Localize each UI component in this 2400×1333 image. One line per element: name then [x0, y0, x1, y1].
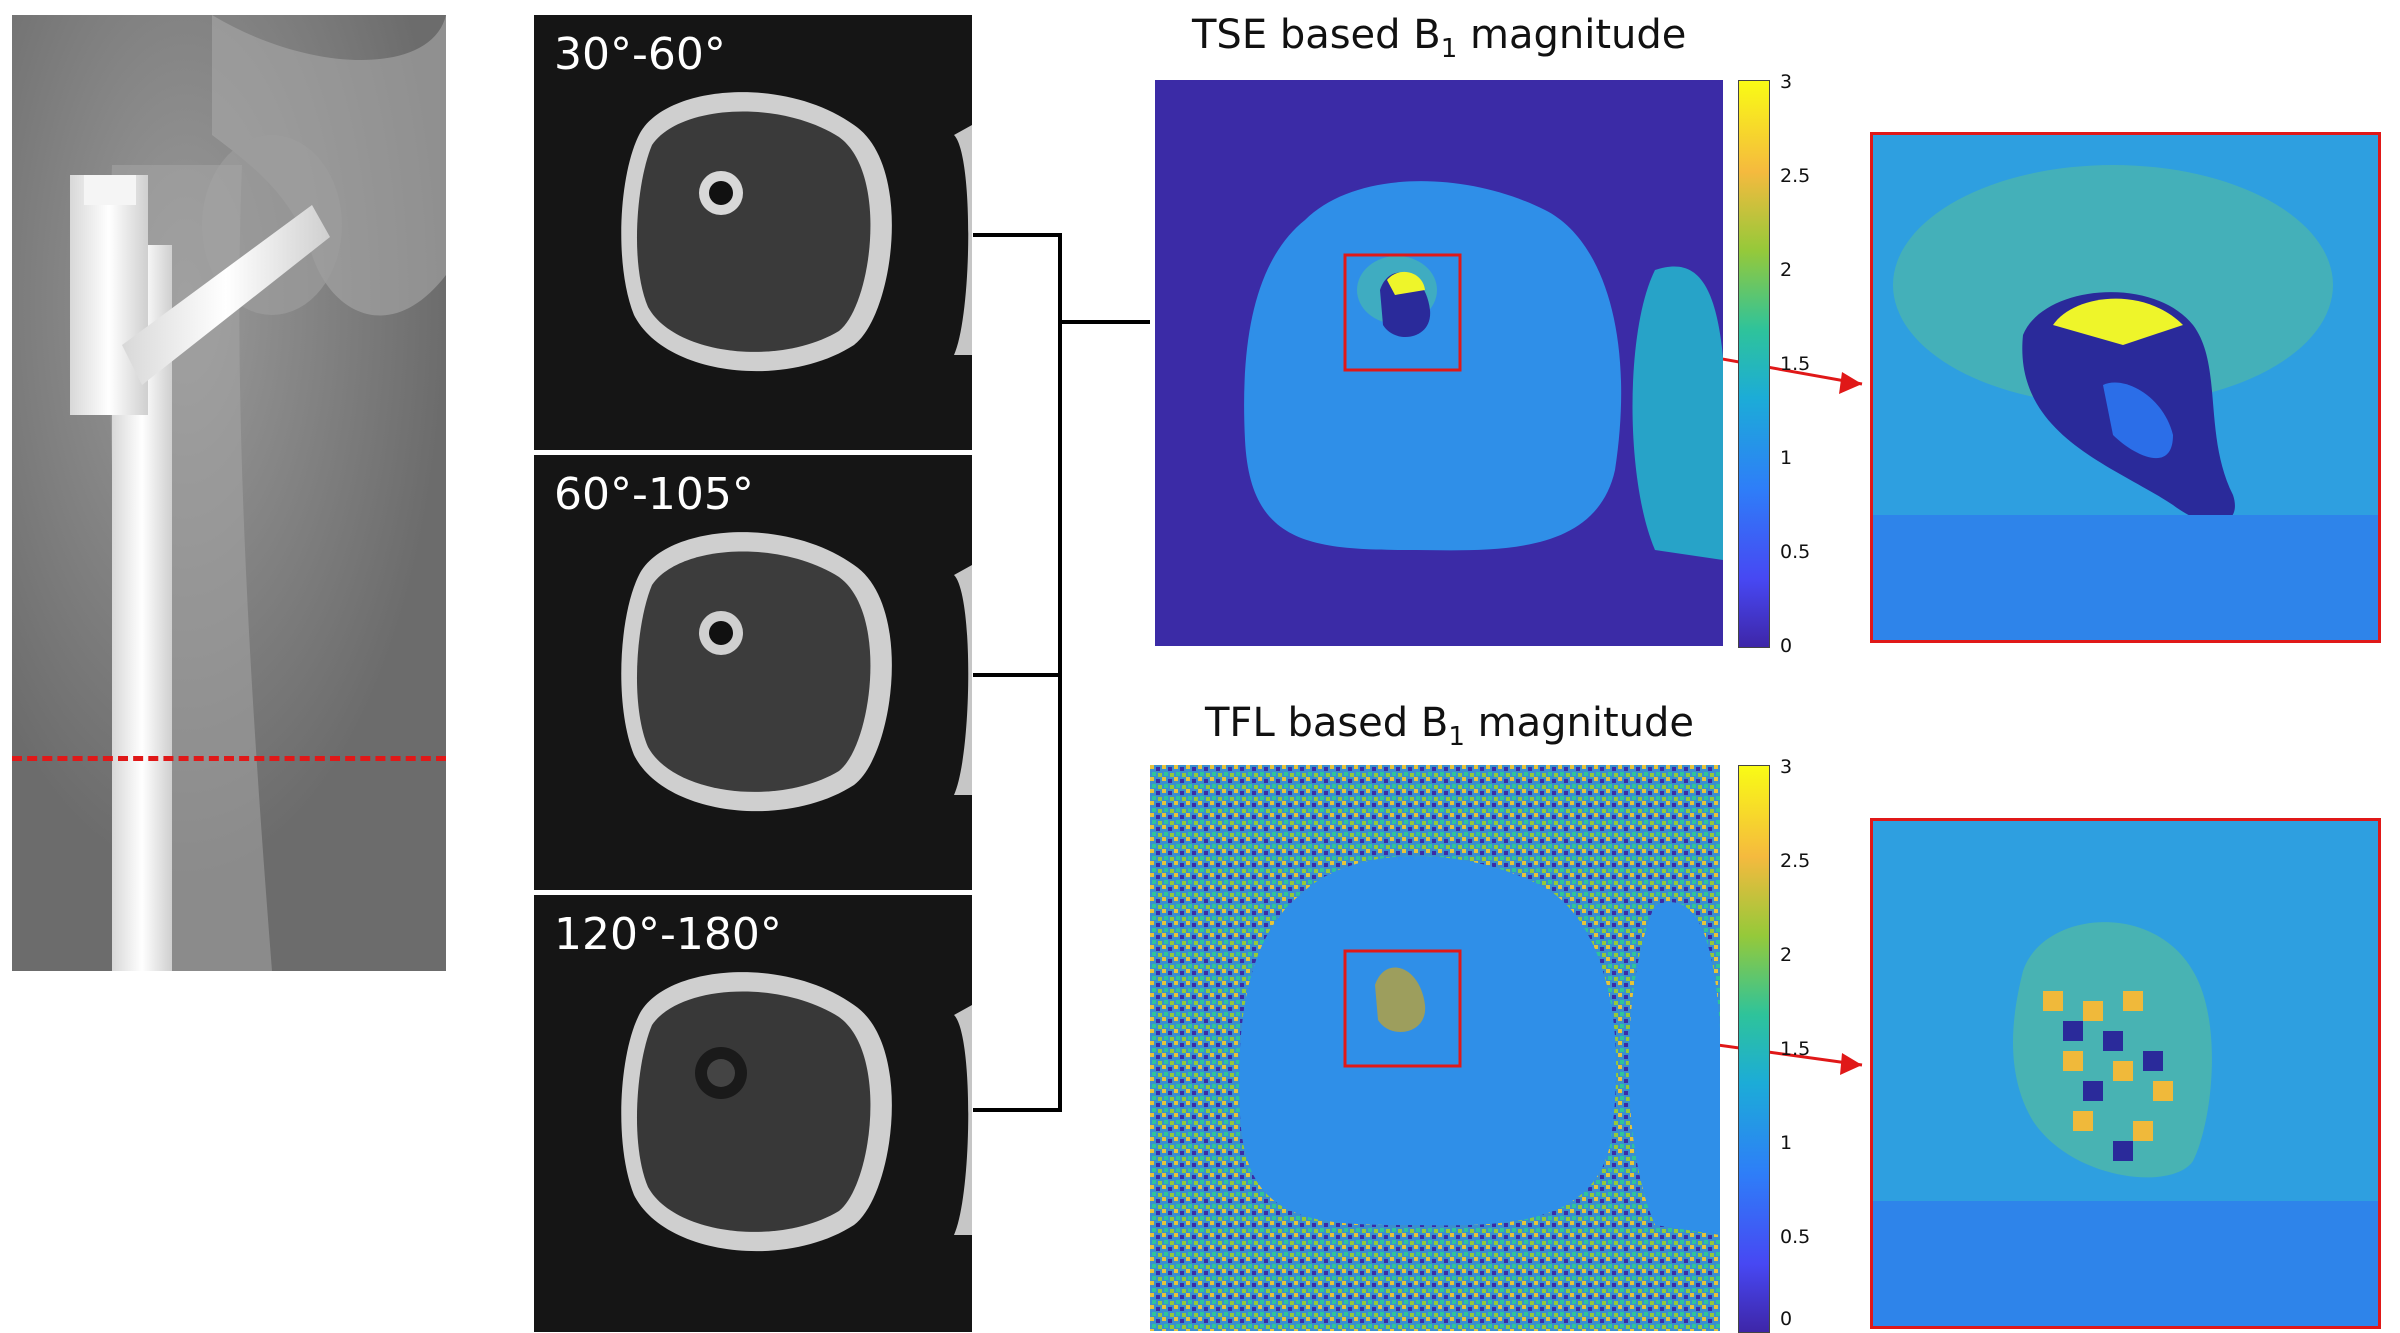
tfl-colorbar-tick: 2 — [1780, 944, 1793, 966]
tse-colorbar-tick: 2.5 — [1780, 165, 1811, 187]
tse-map-image — [1244, 181, 1723, 560]
tfl-colorbar-tick: 1 — [1780, 1132, 1793, 1154]
mri-panel-label: 120°-180° — [554, 909, 782, 960]
mri-thigh-image — [621, 972, 972, 1252]
mri-panel-2: 60°-105° — [534, 455, 972, 890]
tse-colorbar-tick: 0.5 — [1780, 541, 1811, 563]
tfl-zoom-inset — [1870, 818, 2381, 1329]
tse-colorbar — [1738, 80, 1770, 648]
tfl-colorbar-tick: 3 — [1780, 756, 1793, 778]
tse-zoom-inset — [1870, 132, 2381, 643]
tfl-colorbar-tick: 1.5 — [1780, 1038, 1811, 1060]
tse-colorbar-tick: 3 — [1780, 71, 1793, 93]
tse-colorbar-tick: 2 — [1780, 259, 1793, 281]
tse-map-title: TSE based B1 magnitude — [1192, 12, 1687, 64]
tfl-b1-map — [1150, 765, 1720, 1331]
tfl-map-image — [1150, 765, 1720, 1331]
tfl-colorbar-tick: 0.5 — [1780, 1226, 1811, 1248]
mri-thigh-image — [621, 92, 972, 372]
tse-colorbar-tick: 1 — [1780, 447, 1793, 469]
tfl-zoom-image — [1873, 922, 2378, 1326]
xray-drawing — [12, 15, 446, 971]
section-marker-line — [12, 756, 446, 761]
xray-image — [12, 15, 446, 971]
tfl-colorbar-tick: 0 — [1780, 1308, 1793, 1330]
tfl-colorbar-tick: 2.5 — [1780, 850, 1811, 872]
tfl-colorbar — [1738, 765, 1770, 1333]
mri-thigh-image — [621, 532, 972, 812]
tse-colorbar-tick: 1.5 — [1780, 353, 1811, 375]
tse-colorbar-tick: 0 — [1780, 635, 1793, 657]
mri-panel-3: 120°-180° — [534, 895, 972, 1332]
tse-b1-map — [1155, 80, 1723, 646]
mri-panel-label: 60°-105° — [554, 469, 754, 520]
mri-panel-label: 30°-60° — [554, 29, 726, 80]
tse-zoom-image — [1873, 165, 2378, 640]
tfl-map-title: TFL based B1 magnitude — [1205, 700, 1694, 752]
mri-panel-1: 30°-60° — [534, 15, 972, 450]
